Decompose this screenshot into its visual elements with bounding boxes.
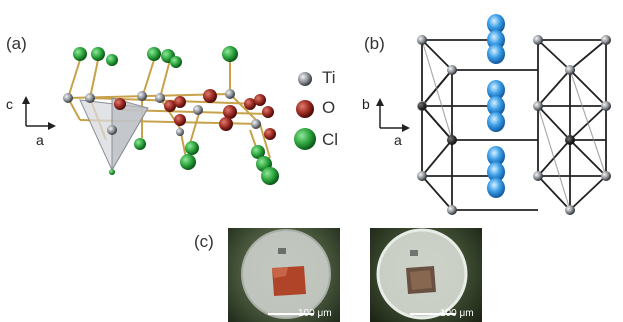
- sample-photo-right: 100 μm: [370, 228, 482, 322]
- axis-b-label: b: [362, 96, 370, 112]
- triangular-lattice: [417, 14, 611, 215]
- o-atom-icon: [296, 100, 314, 118]
- crystal-structure-a: [63, 46, 279, 185]
- panel-b: (b) b a: [360, 0, 623, 225]
- sample-photo-left: 100 μm: [228, 228, 340, 322]
- panel-a-axes: [22, 96, 56, 130]
- panel-b-axes: [376, 98, 410, 132]
- scale-bar-right-label: 100 μm: [440, 308, 474, 319]
- legend-ti-label: Ti: [322, 68, 336, 87]
- axis-c-label: c: [6, 96, 13, 112]
- panel-c: (c) 100 μm 100 μm: [180, 222, 482, 322]
- photo-left-content: [241, 229, 331, 319]
- legend-o-label: O: [322, 98, 336, 117]
- panel-a: (a) c a: [0, 0, 360, 210]
- ti-atom-icon: [298, 72, 312, 86]
- cl-atom-icon: [294, 128, 316, 150]
- photo-right-content: [376, 228, 468, 320]
- scale-bar-left-label: 100 μm: [298, 308, 332, 319]
- legend-cl-label: Cl: [322, 130, 339, 149]
- panel-b-label: (b): [364, 34, 385, 53]
- panel-c-label: (c): [194, 232, 214, 251]
- panel-a-label: (a): [6, 34, 27, 53]
- axis-a-label: a: [36, 132, 44, 148]
- axis-a-b-label: a: [394, 132, 402, 148]
